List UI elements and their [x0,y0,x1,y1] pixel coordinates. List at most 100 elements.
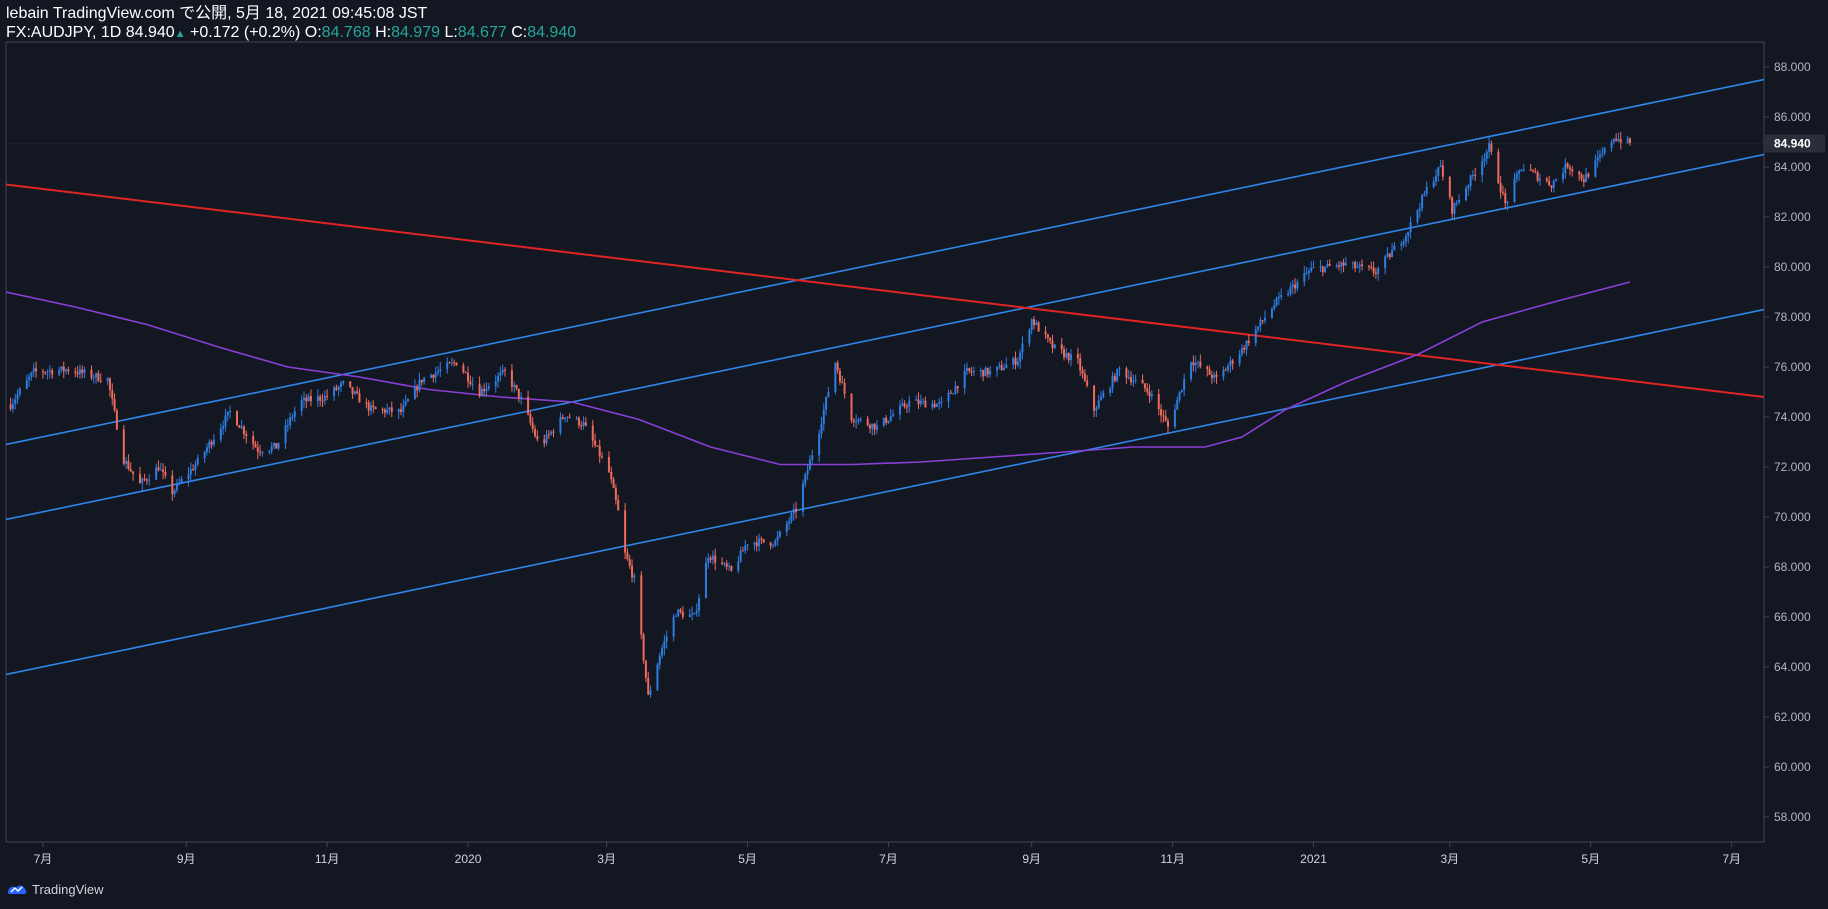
candle [471,377,474,390]
candle-body [284,425,287,444]
candle-body [1321,266,1324,273]
tradingview-logo-icon [8,885,27,894]
candle-body [1453,202,1456,214]
candle [413,379,416,400]
candle [1506,200,1509,211]
candle [416,384,419,398]
candle [758,533,761,552]
candle-body [404,401,407,406]
candle [938,397,941,410]
candle-body [416,386,419,391]
candle [259,444,262,457]
candle-body [390,407,393,413]
candle-body [1037,322,1040,332]
candle-body [1437,167,1440,177]
candle-body [952,393,955,395]
candle [430,373,433,379]
candle-body [1439,165,1442,168]
candle [762,539,765,544]
candle-body [1199,361,1202,367]
candle [510,363,513,392]
candle-body [1354,262,1357,268]
candle-body [212,439,215,445]
last-price-badge [1765,134,1825,153]
x-tick-label: 11月 [315,852,339,866]
candle-body [1552,180,1555,188]
candle-body [286,425,289,427]
candle-body [1367,265,1370,267]
candle-body [386,409,389,413]
candle-body [1060,344,1063,350]
candle [1529,163,1532,172]
candle [450,357,453,367]
candle [1335,263,1338,269]
candle [1247,334,1250,346]
candle [859,416,862,423]
candle [178,477,181,486]
candle-body [885,417,888,423]
candle-body [106,378,109,382]
candle-body [1324,266,1327,273]
candle [1372,261,1375,277]
candle-body [92,377,95,379]
candle [1342,258,1345,273]
candle [790,510,793,524]
candle-body [113,398,116,411]
candle [1132,374,1135,387]
candle [1254,325,1257,347]
candle [1053,344,1056,350]
candle [986,367,989,378]
candle-body [1021,343,1024,353]
candle [1099,391,1102,401]
candle-body [564,417,567,419]
candle [1194,355,1197,373]
candle-body [1340,262,1343,267]
candle-body [1245,340,1248,350]
candle [559,412,562,436]
candle-body [695,610,698,614]
candle [1033,316,1036,330]
x-tick-label: 9月 [1022,852,1041,866]
candle-body [162,469,165,472]
candle [996,366,999,377]
candle [640,571,643,640]
candle-body [873,423,876,430]
candle [1319,260,1322,272]
candle [940,396,943,408]
candle-body [321,400,324,402]
candle-body [931,403,934,408]
candle-body [259,451,262,453]
candle-body [129,468,132,472]
candle-body [871,423,874,429]
candle [818,429,821,463]
candle [529,410,532,426]
candle-body [640,575,643,635]
candle-body [778,531,781,537]
candle-body [471,383,474,385]
candle [1578,170,1581,182]
candle-body [550,431,553,435]
candle-body [1016,361,1019,365]
candle [966,362,969,376]
candle-body [1280,295,1283,297]
candle [1086,375,1089,388]
candle-body [1197,361,1200,363]
candle [1469,174,1472,191]
candle [390,401,393,417]
candle-body [1173,409,1176,427]
candle [1259,316,1262,332]
candle-body [374,407,377,410]
candle [707,553,710,569]
candle [1164,409,1167,422]
candle-body [922,400,925,402]
candle [744,539,747,555]
candle [838,368,841,386]
y-tick-label: 78.000 [1774,310,1811,324]
candle [677,608,680,618]
candle [1474,167,1477,181]
candle-body [46,371,49,373]
candle [1245,340,1248,356]
candle-body [566,416,569,418]
candle [871,423,874,436]
